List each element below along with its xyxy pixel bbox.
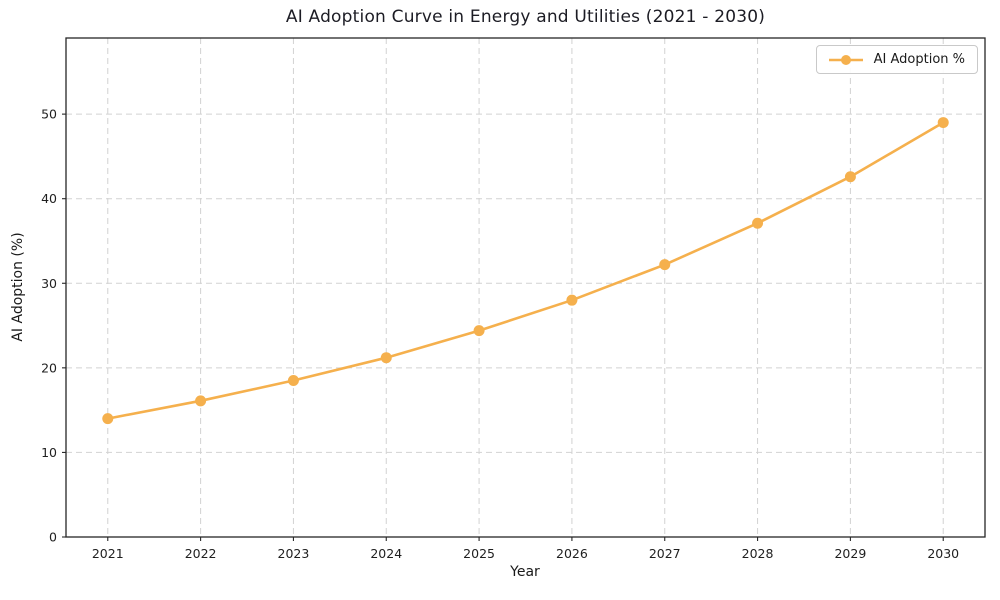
y-tick-label: 10 bbox=[41, 445, 57, 460]
data-point-marker bbox=[566, 294, 578, 306]
x-tick-label: 2025 bbox=[463, 546, 495, 561]
x-tick-label: 2028 bbox=[742, 546, 774, 561]
y-tick-label: 40 bbox=[41, 191, 57, 206]
y-tick-label: 50 bbox=[41, 107, 57, 122]
x-axis-label: Year bbox=[509, 564, 540, 580]
data-point-marker bbox=[287, 375, 299, 387]
chart-title: AI Adoption Curve in Energy and Utilitie… bbox=[285, 7, 766, 27]
y-tick-label: 30 bbox=[41, 276, 57, 291]
axes-frame bbox=[65, 37, 986, 538]
data-point-marker bbox=[380, 352, 392, 364]
data-point-marker bbox=[937, 117, 949, 129]
x-tick-label: 2030 bbox=[927, 546, 959, 561]
x-tick-label: 2022 bbox=[185, 546, 217, 561]
data-point-marker bbox=[473, 325, 485, 337]
data-point-marker bbox=[659, 259, 671, 271]
data-line bbox=[106, 121, 945, 420]
y-tick-label: 20 bbox=[41, 360, 57, 375]
legend-line-swatch bbox=[828, 54, 863, 65]
data-point-marker bbox=[195, 395, 207, 407]
x-tick-label: 2026 bbox=[556, 546, 588, 561]
x-tick-label: 2029 bbox=[834, 546, 866, 561]
chart-layer: 2021 2022 2023 2024 2025 2026 2027 2028 2029 2030… bbox=[41, 37, 986, 561]
x-tick-label: 2027 bbox=[649, 546, 681, 561]
x-tick-label: 2023 bbox=[278, 546, 310, 561]
y-axis-label: AI Adoption (%) bbox=[10, 232, 26, 341]
x-tick-label: 2024 bbox=[370, 546, 402, 561]
x-tick-label: 2021 bbox=[92, 546, 124, 561]
y-tick-label: 0 bbox=[49, 530, 57, 545]
legend-label: AI Adoption % bbox=[873, 52, 965, 67]
data-point-marker bbox=[752, 217, 764, 229]
data-point-marker bbox=[102, 413, 114, 425]
legend: AI Adoption % bbox=[815, 45, 978, 74]
data-point-marker bbox=[844, 171, 856, 183]
